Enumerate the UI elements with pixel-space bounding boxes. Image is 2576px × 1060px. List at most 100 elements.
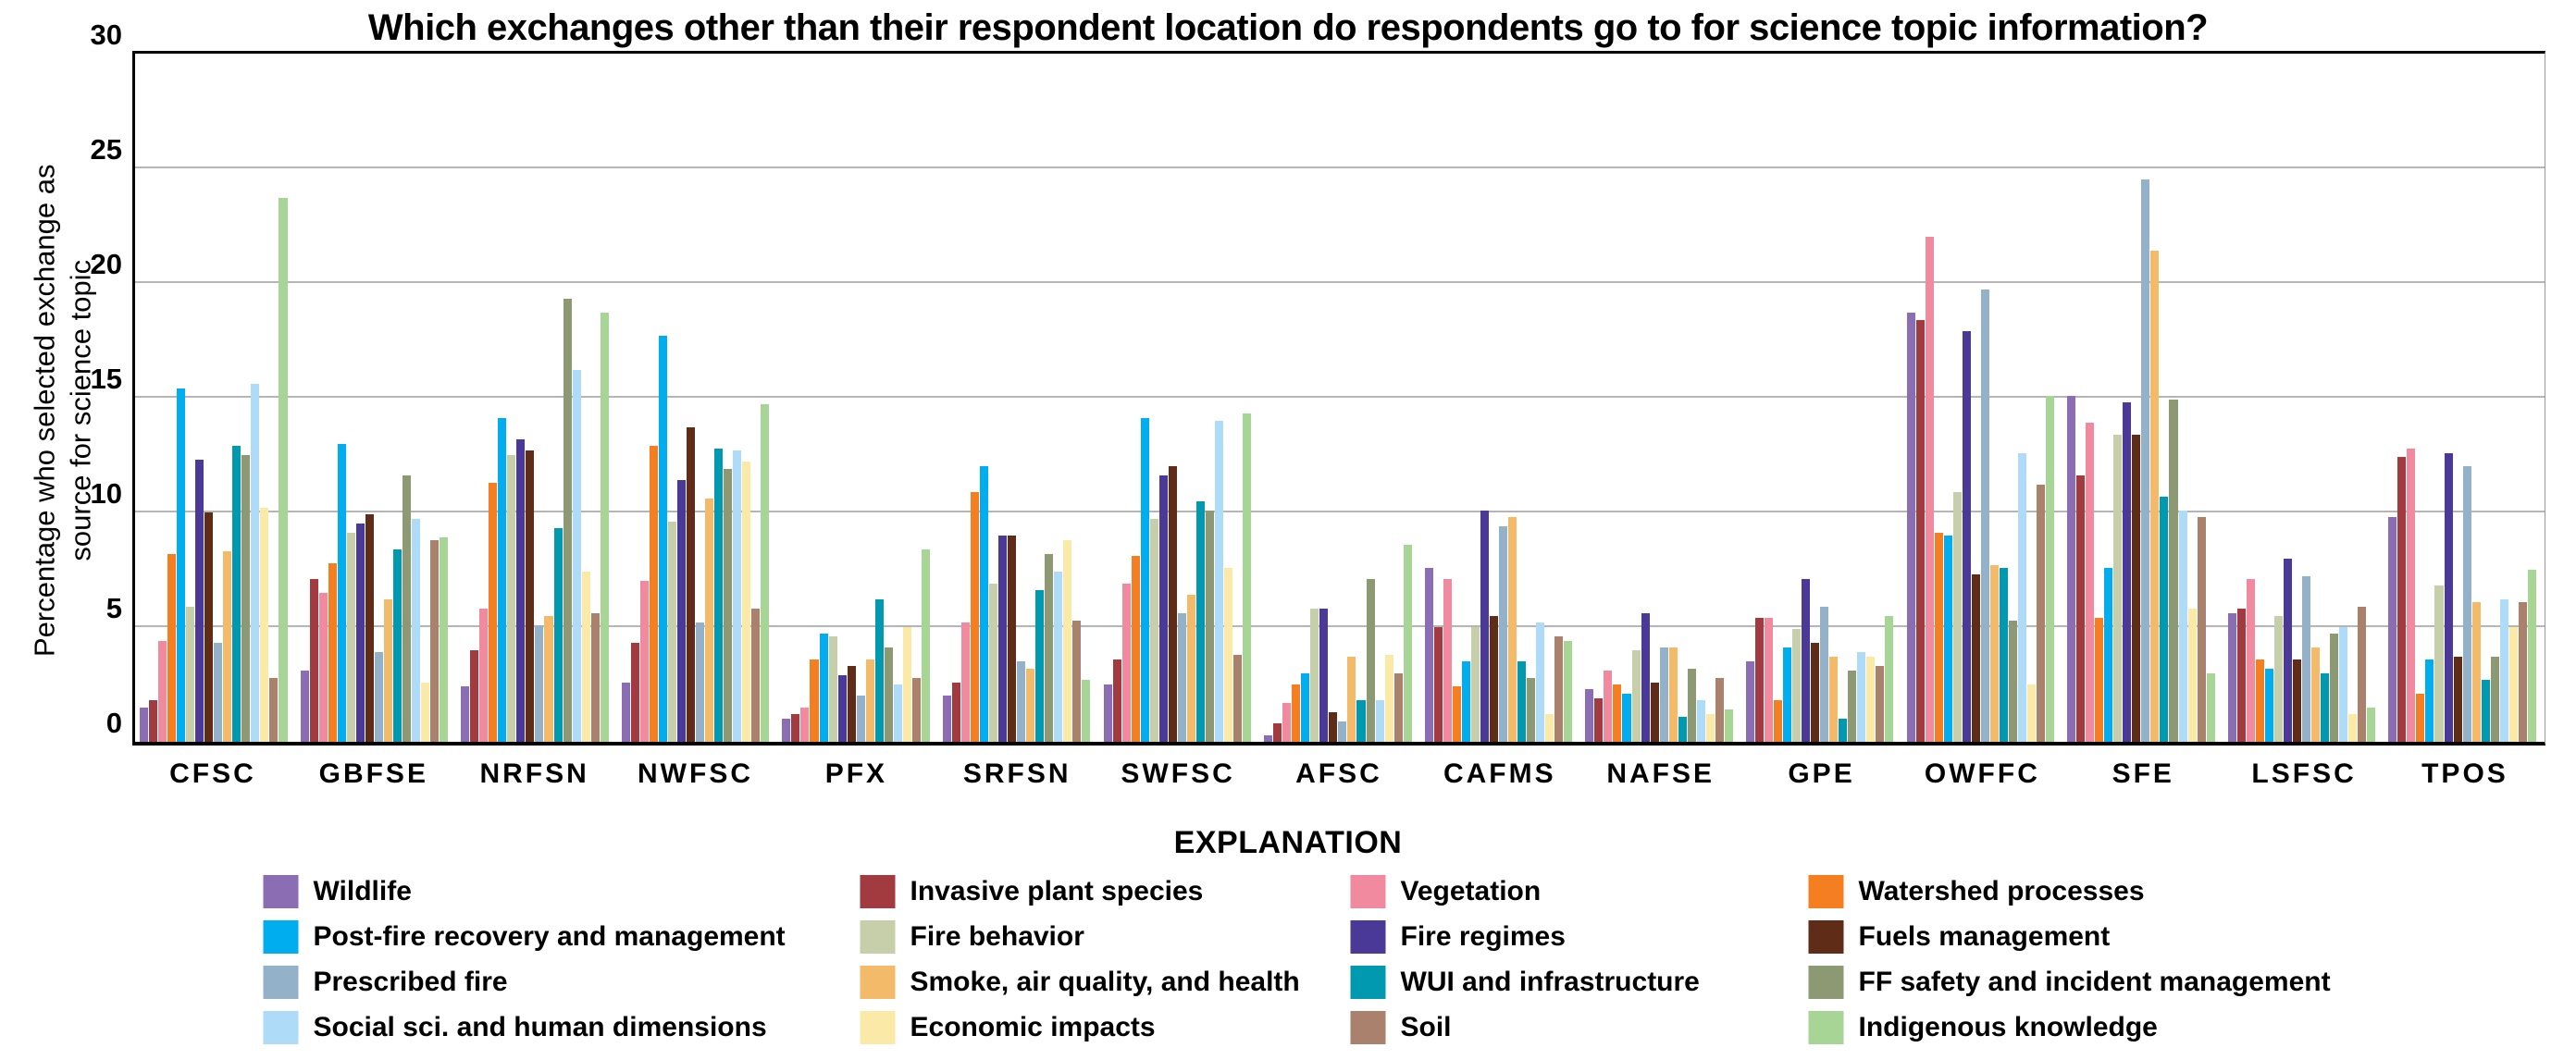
bar [921,548,930,742]
bar [1678,716,1687,742]
bar-group-tpos [2384,54,2545,742]
bar [705,499,714,742]
bar [1527,677,1536,742]
bar [2076,475,2086,742]
legend-label: Fire regimes [1400,921,1566,952]
legend: Wildlife Invasive plant species Vegetation… [263,875,2331,1044]
bar [2026,684,2036,742]
bar [1943,535,1952,742]
bar [440,537,449,742]
y-tick-label-10: 10 [90,477,122,511]
bar [1433,627,1443,742]
x-axis-label-gbfse: GBFSE [318,758,428,789]
bar [1925,237,1934,742]
bar [989,583,998,742]
bar [2036,485,2045,742]
bar [1885,615,1894,742]
legend-label: Vegetation [1400,876,1542,906]
bar [2481,680,2490,742]
x-axis-label-nrfsn: NRFSN [479,758,589,789]
legend-swatch [1808,1011,1844,1044]
bar [1829,657,1839,742]
bar-group-nrfsn [456,54,617,742]
bar [1594,697,1604,742]
bar [2008,620,2017,742]
bar [1461,661,1470,742]
bar [1319,609,1329,742]
bar [2388,516,2397,742]
bar [782,719,791,742]
bar [1650,682,1659,742]
bar [232,446,242,742]
bar [1489,615,1498,742]
bar [204,512,214,742]
legend-swatch [1350,875,1386,908]
bar [572,370,581,742]
bar [600,313,609,742]
bar [1082,680,1091,742]
bar [2264,668,2273,742]
legend-label: Indigenous knowledge [1858,1012,2158,1042]
legend-swatch [1350,966,1386,999]
bar [1329,711,1338,742]
bar [2067,395,2076,742]
legend-heading: EXPLANATION [1173,825,1403,860]
x-axis-label-pfx: PFX [824,758,888,789]
bar [2160,496,2169,742]
legend-label: Fire behavior [910,921,1084,952]
bar [676,480,686,742]
bar [1424,567,1433,742]
bar [309,578,318,742]
bar-group-afsc [1259,54,1420,742]
bar [687,427,696,742]
x-axis-label-afsc: AFSC [1295,758,1382,789]
bar [1233,654,1243,742]
bar [2321,672,2330,742]
bar [2397,457,2407,742]
bar-group-cafms [1420,54,1581,742]
legend-swatch [1808,966,1844,999]
legend-swatch [860,1011,896,1044]
bar [1934,533,1943,742]
bar [714,448,724,742]
bar [856,696,865,742]
legend-swatch [1350,1011,1386,1044]
bar [791,714,800,742]
bar [1604,671,1613,742]
plot-area: 0 5 10 15 20 25 30 [91,18,2545,746]
chart-title: Which exchanges other than their respond… [367,7,2209,48]
bar [980,466,989,742]
bar [1347,657,1356,742]
bar [1223,567,1232,742]
bar [621,682,630,742]
x-axis-label-cfsc: CFSC [169,758,256,789]
bar [847,666,856,742]
bar [1705,714,1715,742]
legend-label: Prescribed fire [313,967,508,997]
bar [1195,500,1205,742]
y-tick-label-0: 0 [105,707,122,739]
bar [318,592,328,742]
bar [2367,707,2376,742]
bar [1915,319,1925,742]
bar-group-sfe [2062,54,2223,742]
bar-group-owffc [1902,54,2063,742]
bar [1564,640,1573,742]
bar [751,609,761,742]
bar [1072,620,1082,742]
legend-swatch [860,966,896,999]
bar [2425,659,2434,742]
bars-layer [135,54,2545,742]
x-axis-label-tpos: TPOS [2421,758,2508,789]
bar [1356,700,1366,742]
bar [1243,413,1252,742]
bar [1687,668,1696,742]
bar [1008,535,1017,742]
y-tick-label-25: 25 [90,133,122,166]
bar [337,443,346,742]
legend-label: Invasive plant species [910,876,1204,906]
bar [1962,331,1971,742]
bar [2017,452,2026,742]
bar [819,634,828,742]
legend-label: Smoke, air quality, and health [910,967,1300,997]
